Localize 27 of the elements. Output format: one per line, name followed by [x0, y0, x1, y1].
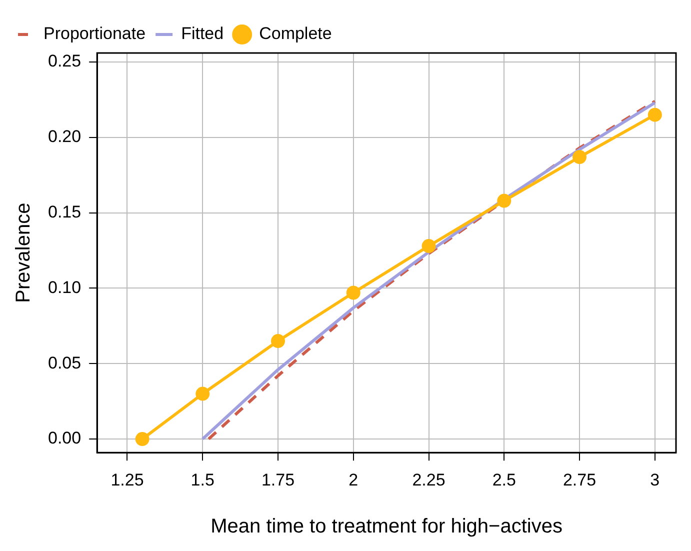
x-tick-label: 1.75: [261, 470, 295, 490]
x-tick-label: 1.5: [190, 470, 214, 490]
x-tick-label: 2: [348, 470, 358, 490]
point: [422, 239, 436, 254]
point: [572, 150, 587, 164]
legend-label: Proportionate: [44, 24, 146, 44]
point: [648, 108, 662, 122]
y-tick-label: 0.15: [48, 202, 82, 222]
x-tick-label: 3: [650, 470, 660, 490]
point: [346, 286, 360, 300]
legend-label: Complete: [259, 24, 332, 44]
y-axis-title: Prevalence: [12, 202, 35, 303]
y-tick-label: 0.05: [48, 353, 82, 372]
point: [135, 432, 150, 446]
x-tick-label: 2.25: [412, 470, 446, 490]
y-tick-label: 0.10: [48, 278, 82, 297]
x-axis-title: Mean time to treatment for high−actives: [210, 516, 562, 538]
point: [271, 334, 285, 348]
x-tick-label: 2.75: [562, 470, 596, 490]
legend-label: Fitted: [181, 24, 224, 44]
point: [196, 386, 210, 401]
y-tick-label: 0.25: [48, 52, 82, 71]
y-tick-label: 0.00: [48, 428, 82, 448]
y-tick-label: 0.20: [48, 127, 82, 146]
point: [497, 194, 512, 208]
x-tick-label: 1.25: [110, 470, 144, 490]
x-tick-label: 2.5: [492, 470, 516, 490]
